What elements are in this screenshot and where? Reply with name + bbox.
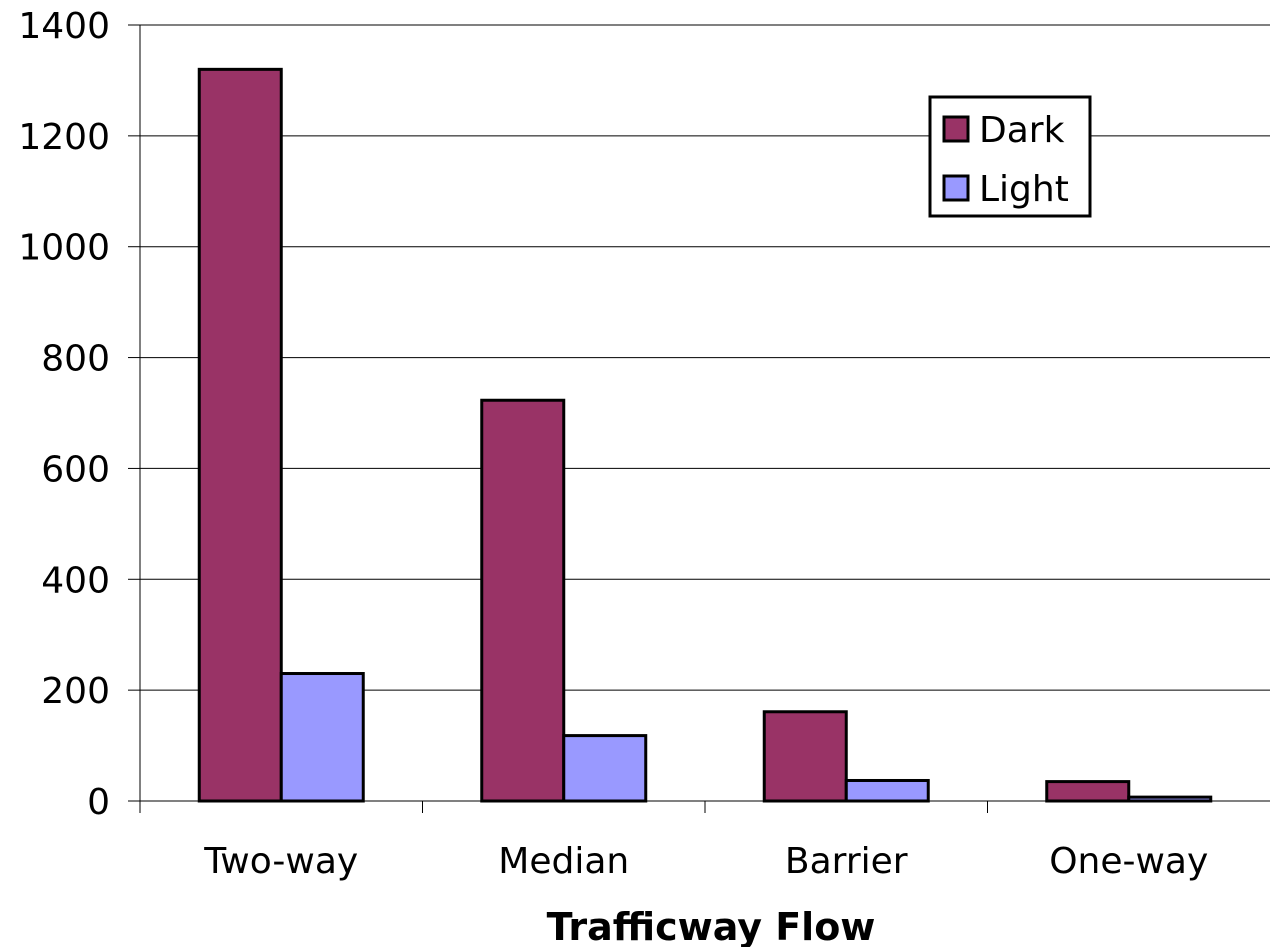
legend-label-light: Light xyxy=(979,169,1069,210)
y-tick-label: 0 xyxy=(87,782,110,823)
legend: Dark Light xyxy=(928,95,1092,218)
y-tick-label: 800 xyxy=(41,339,110,380)
gridlines xyxy=(140,24,1270,691)
legend-swatch-light xyxy=(942,174,970,202)
bar-light-median xyxy=(562,734,648,803)
bar-light-one-way xyxy=(1127,795,1213,803)
bar-light-barrier xyxy=(844,778,930,803)
x-tick-label: One-way xyxy=(1049,841,1208,882)
legend-swatch-dark xyxy=(942,115,970,143)
y-tick-label: 600 xyxy=(41,449,110,490)
x-tick-label: Barrier xyxy=(785,841,908,882)
x-tick-label: Median xyxy=(498,841,629,882)
bar-dark-one-way xyxy=(1045,780,1131,803)
axes xyxy=(128,24,1270,813)
x-tick-label: Two-way xyxy=(203,841,358,882)
bar-dark-two-way xyxy=(197,67,283,803)
axis-labels: 0 200 400 600 800 1000 1200 1400 Two-way Median Ba… xyxy=(18,6,1208,882)
bar-dark-median xyxy=(480,398,566,803)
bar-dark-barrier xyxy=(762,710,848,803)
y-tick-label: 1200 xyxy=(18,117,110,158)
y-tick-label: 1400 xyxy=(18,6,110,47)
y-tick-label: 400 xyxy=(41,560,110,601)
x-axis-title: Trafficway Flow xyxy=(547,905,876,947)
y-tick-label: 1000 xyxy=(18,228,110,269)
legend-label-dark: Dark xyxy=(979,110,1065,151)
bar-light-two-way xyxy=(279,672,365,803)
y-tick-label: 200 xyxy=(41,671,110,712)
